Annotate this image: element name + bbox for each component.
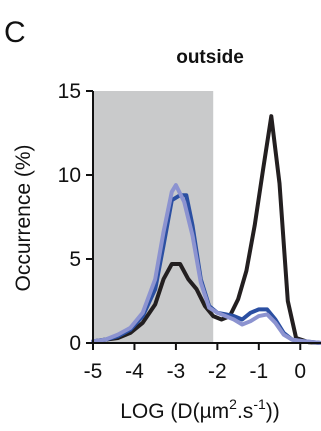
x-tick-label: -2 <box>208 360 227 383</box>
x-axis-label-part-3: )) <box>266 400 280 423</box>
y-tick-label: 0 <box>69 332 81 355</box>
x-tick-label: -1 <box>249 360 268 383</box>
series-line-1 <box>91 114 321 345</box>
x-axis-label-part-2: .s <box>237 400 253 423</box>
x-tick-label: -4 <box>125 360 144 383</box>
x-axis-label-sup-1: 2 <box>229 396 237 412</box>
x-tick-label: 0 <box>294 360 306 383</box>
y-tick-label: 15 <box>58 80 81 103</box>
y-tick-label: 10 <box>58 164 81 187</box>
x-tick-label: -3 <box>167 360 186 383</box>
x-tick-label: -5 <box>84 360 103 383</box>
y-ticks: 0 5 10 15 <box>58 80 93 355</box>
panel-label: C <box>4 16 26 49</box>
x-axis-label: LOG (D(µm2.s-1)) <box>120 396 280 423</box>
chart-title: outside <box>176 47 244 68</box>
series-layer <box>91 114 321 345</box>
series-line-3 <box>91 183 321 345</box>
y-axis-label: Occurrence (%) <box>12 144 35 291</box>
x-ticks: -5 -4 -3 -2 -1 0 <box>84 343 306 383</box>
x-axis-label-sup-2: -1 <box>253 396 266 412</box>
shaded-region <box>93 91 214 343</box>
x-axis-label-part-1: LOG (D(µm <box>120 400 229 423</box>
y-tick-label: 5 <box>69 248 81 271</box>
